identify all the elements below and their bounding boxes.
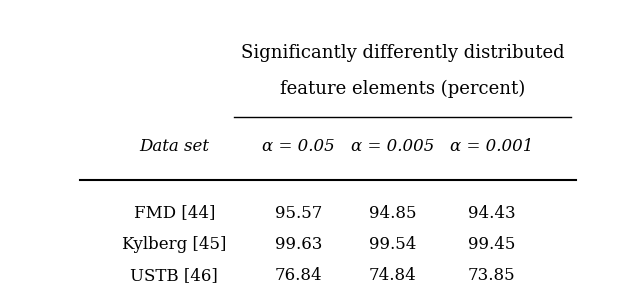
Text: 74.84: 74.84 [369,267,417,284]
Text: Significantly differently distributed: Significantly differently distributed [241,44,564,62]
Text: α = 0.05: α = 0.05 [262,137,335,155]
Text: α = 0.001: α = 0.001 [450,137,533,155]
Text: 99.54: 99.54 [369,236,416,253]
Text: Data set: Data set [140,137,209,155]
Text: 94.85: 94.85 [369,204,416,222]
Text: 95.57: 95.57 [275,204,322,222]
Text: 73.85: 73.85 [468,267,515,284]
Text: FMD [44]: FMD [44] [134,204,215,222]
Text: feature elements (percent): feature elements (percent) [280,79,525,98]
Text: USTB [46]: USTB [46] [131,267,218,284]
Text: α = 0.005: α = 0.005 [351,137,434,155]
Text: 94.43: 94.43 [468,204,515,222]
Text: 76.84: 76.84 [275,267,322,284]
Text: 99.63: 99.63 [275,236,322,253]
Text: Kylberg [45]: Kylberg [45] [122,236,227,253]
Text: 99.45: 99.45 [468,236,515,253]
